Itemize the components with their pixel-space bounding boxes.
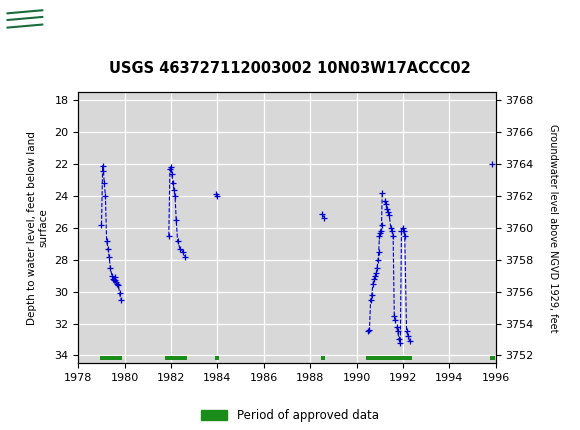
Text: USGS 463727112003002 10N03W17ACCC02: USGS 463727112003002 10N03W17ACCC02 <box>109 61 471 77</box>
Y-axis label: Depth to water level, feet below land
surface: Depth to water level, feet below land su… <box>27 131 49 325</box>
Bar <box>215 356 219 360</box>
Bar <box>5 5 45 35</box>
Bar <box>367 356 412 360</box>
Bar <box>490 356 495 360</box>
Legend: Period of approved data: Period of approved data <box>201 409 379 422</box>
Bar <box>165 356 187 360</box>
Text: USGS: USGS <box>51 11 106 29</box>
Y-axis label: Groundwater level above NGVD 1929, feet: Groundwater level above NGVD 1929, feet <box>548 124 558 332</box>
Bar <box>100 356 122 360</box>
Bar <box>321 356 325 360</box>
